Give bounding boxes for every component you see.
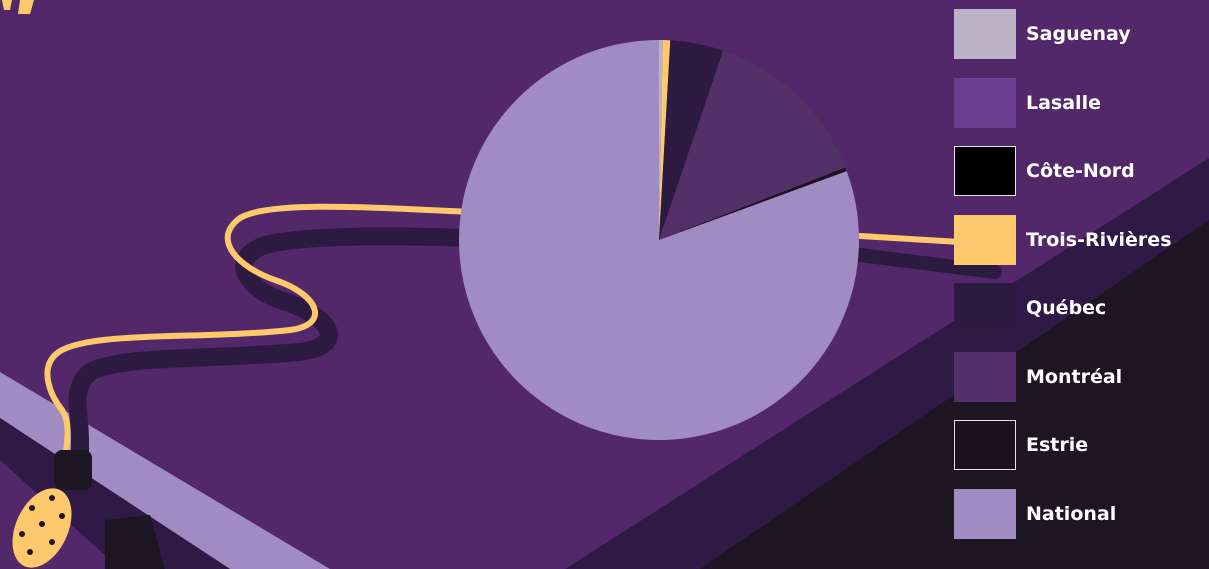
plug-dot xyxy=(29,505,35,511)
legend-item-estrie: Estrie xyxy=(954,419,1088,471)
legend-swatch xyxy=(954,351,1016,402)
legend-swatch xyxy=(954,488,1016,539)
pie-slice-montreal xyxy=(659,50,846,240)
plug-body xyxy=(54,450,92,490)
plug-shadow xyxy=(105,515,165,569)
cord-shadow xyxy=(68,227,479,479)
legend-item-lasalle: Lasalle xyxy=(954,77,1101,129)
legend-swatch xyxy=(954,9,1016,59)
pie-slice-quebec xyxy=(659,40,724,241)
legend-label: Québec xyxy=(1026,297,1107,319)
cord xyxy=(44,203,473,473)
plug-dot xyxy=(39,521,45,527)
plug-dot xyxy=(19,531,25,537)
legend-item-national: National xyxy=(954,488,1116,540)
plug-dot xyxy=(49,539,55,545)
pie-slice-national xyxy=(458,40,859,440)
cord-right-shadow xyxy=(853,248,1002,279)
legend-swatch xyxy=(954,214,1016,265)
legend-label: Trois-Rivières xyxy=(1026,228,1172,251)
legend-item-saguenay: Saguenay xyxy=(954,8,1131,60)
legend-swatch xyxy=(954,283,1016,333)
legend-item-trois-rivieres: Trois-Rivières xyxy=(954,214,1172,266)
legend-label: Montréal xyxy=(1026,365,1123,388)
pie-slice-estrie xyxy=(659,167,847,240)
plug-dot xyxy=(59,513,65,519)
pie-chart xyxy=(458,40,859,440)
plug-head xyxy=(12,488,72,568)
corner-mark xyxy=(2,0,34,14)
legend-label: Estrie xyxy=(1026,434,1089,456)
plug-dot xyxy=(49,495,55,501)
cord-right xyxy=(857,233,963,245)
pie-slice-saguenay xyxy=(659,40,663,240)
plug-dot xyxy=(27,549,33,555)
legend-label: National xyxy=(1026,502,1117,525)
legend-swatch xyxy=(954,420,1016,470)
legend-swatch xyxy=(954,146,1016,196)
legend-label: Saguenay xyxy=(1026,23,1131,45)
legend-label: Côte-Nord xyxy=(1026,160,1135,182)
legend-item-cote-nord: Côte-Nord xyxy=(954,145,1135,197)
legend-item-quebec: Québec xyxy=(954,282,1106,334)
legend-item-montreal: Montréal xyxy=(954,351,1122,403)
pie-slice-trois-rivieres xyxy=(659,40,671,241)
legend-swatch xyxy=(954,77,1016,128)
legend-label: Lasalle xyxy=(1026,91,1101,114)
